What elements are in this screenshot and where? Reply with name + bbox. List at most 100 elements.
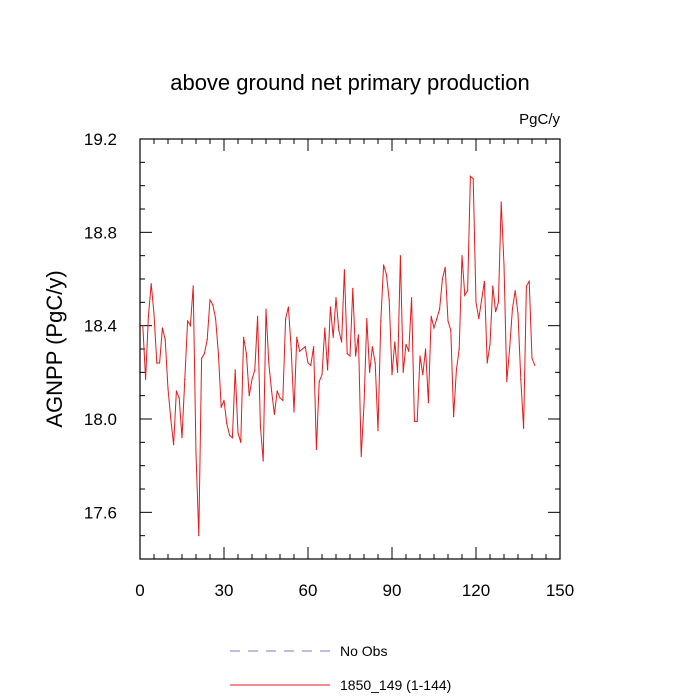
x-tick-label: 90 (383, 581, 402, 600)
data-point (366, 318, 368, 320)
data-point (273, 413, 275, 415)
data-point (349, 355, 351, 357)
data-point (478, 318, 480, 320)
data-point (450, 329, 452, 331)
data-point (481, 299, 483, 301)
data-point (257, 315, 259, 317)
data-point (189, 325, 191, 327)
data-point (332, 336, 334, 338)
data-point (248, 395, 250, 397)
data-point (360, 455, 362, 457)
data-point (472, 178, 474, 180)
data-point (385, 273, 387, 275)
data-point (156, 362, 158, 364)
data-point (167, 388, 169, 390)
data-point (355, 355, 357, 357)
data-point (329, 306, 331, 308)
y-axis-ticks: 17.6 18.0 18.4 18.8 19.2 (84, 130, 560, 560)
data-point (441, 278, 443, 280)
data-point (184, 378, 186, 380)
plot-series-group (142, 175, 536, 537)
data-point (338, 329, 340, 331)
data-point (181, 437, 183, 439)
data-point (307, 362, 309, 364)
data-point (399, 255, 401, 257)
y-tick-label: 17.6 (84, 503, 117, 522)
data-point (296, 336, 298, 338)
data-point (531, 357, 533, 359)
data-point (469, 175, 471, 177)
data-point (327, 369, 329, 371)
data-point (500, 201, 502, 203)
data-point (201, 357, 203, 359)
data-point (517, 313, 519, 315)
data-point (285, 318, 287, 320)
data-point (506, 381, 508, 383)
data-point (310, 364, 312, 366)
data-point (226, 423, 228, 425)
legend-run-label: 1850_149 (1-144) (340, 677, 451, 693)
data-point (371, 346, 373, 348)
data-point (293, 411, 295, 413)
data-point (262, 460, 264, 462)
data-point (237, 432, 239, 434)
data-point (290, 348, 292, 350)
data-point (268, 362, 270, 364)
data-point (458, 348, 460, 350)
data-point (433, 327, 435, 329)
data-point (161, 327, 163, 329)
data-point (419, 355, 421, 357)
data-point (475, 301, 477, 303)
data-point (164, 339, 166, 341)
data-point (142, 325, 144, 327)
data-point (215, 318, 217, 320)
units-label: PgC/y (519, 111, 560, 128)
data-point (391, 374, 393, 376)
data-point (416, 420, 418, 422)
data-point (251, 378, 253, 380)
data-point (514, 290, 516, 292)
data-point (436, 318, 438, 320)
data-point (223, 399, 225, 401)
data-point (217, 353, 219, 355)
data-point (304, 346, 306, 348)
data-point (234, 369, 236, 371)
data-point (402, 371, 404, 373)
data-point (520, 378, 522, 380)
data-point (408, 350, 410, 352)
data-point (497, 301, 499, 303)
data-point (377, 430, 379, 432)
data-point (159, 362, 161, 364)
data-point (346, 353, 348, 355)
data-point (335, 297, 337, 299)
data-point (486, 362, 488, 364)
data-point (195, 453, 197, 455)
data-point (464, 294, 466, 296)
data-point (495, 311, 497, 313)
data-point (313, 346, 315, 348)
data-point (411, 297, 413, 299)
data-point (489, 343, 491, 345)
data-point (413, 420, 415, 422)
data-point (397, 371, 399, 373)
data-point (534, 364, 536, 366)
data-point (150, 283, 152, 285)
x-tick-label: 0 (135, 581, 144, 600)
x-tick-label: 30 (215, 581, 234, 600)
data-point (453, 416, 455, 418)
data-point (301, 348, 303, 350)
data-point (352, 287, 354, 289)
data-point (383, 264, 385, 266)
data-point (324, 327, 326, 329)
y-tick-label: 19.2 (84, 130, 117, 149)
data-point (430, 315, 432, 317)
data-point (523, 427, 525, 429)
data-point (299, 350, 301, 352)
legend: No Obs 1850_149 (1-144) (230, 643, 451, 693)
data-point (276, 390, 278, 392)
data-point (439, 308, 441, 310)
data-point (153, 313, 155, 315)
data-point (147, 315, 149, 317)
x-tick-label: 120 (462, 581, 490, 600)
